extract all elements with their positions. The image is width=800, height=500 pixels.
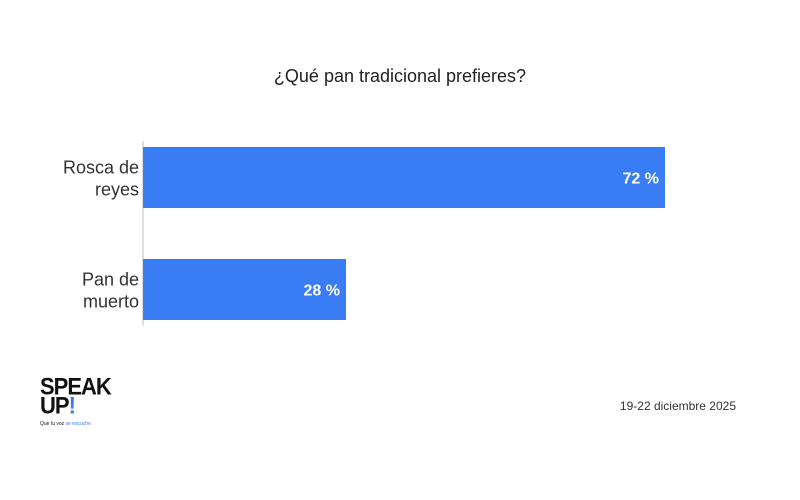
logo-line-2-text: UP <box>40 391 70 420</box>
value-label-0: 72 % <box>623 171 659 188</box>
survey-date: 19-22 diciembre 2025 <box>619 399 736 413</box>
speak-up-logo: SPEAK UP! Que tu voz se escuche <box>40 372 112 427</box>
logo-line-2: UP! <box>40 393 110 417</box>
category-label-0-0: Rosca de <box>63 158 139 178</box>
bar-1 <box>143 259 346 320</box>
logo-mark: ! <box>68 391 76 420</box>
chart-title: ¿Qué pan tradicional prefieres? <box>273 66 527 86</box>
category-label-1-0: Pan de <box>82 270 139 290</box>
logo-tagline: Que tu voz se escuche <box>40 421 110 427</box>
logo-tagline-accent: se escuche <box>65 421 91 427</box>
logo-tagline-start: Que tu voz <box>40 421 65 427</box>
value-label-1: 28 % <box>304 283 340 300</box>
bar-0 <box>143 147 665 208</box>
category-label-1-1: muerto <box>83 292 139 312</box>
logo-line-1: SPEAK <box>40 372 112 401</box>
category-label-0-1: reyes <box>95 180 139 200</box>
